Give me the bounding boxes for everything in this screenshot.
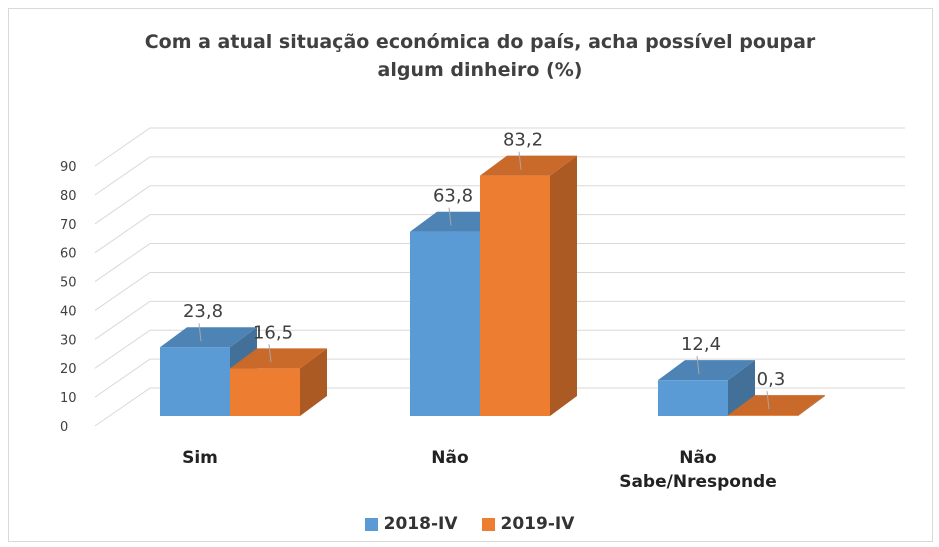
leader-line — [518, 151, 522, 170]
grid-line — [94, 300, 905, 340]
bar-front — [658, 380, 728, 416]
bar-side — [300, 348, 327, 416]
leader-line — [198, 323, 202, 342]
bar-top — [160, 327, 257, 348]
bar — [658, 360, 755, 416]
grid-line — [94, 214, 905, 254]
x-tick-label: Sim — [182, 448, 218, 468]
value-label: 16,5 — [253, 322, 293, 343]
bar-front — [728, 415, 798, 416]
grid-line — [94, 243, 905, 282]
leader-line — [448, 207, 452, 226]
chart-frame — [8, 8, 933, 542]
y-tick-label: 40 — [60, 304, 77, 319]
bar-front — [480, 175, 550, 416]
y-tick-label: 20 — [60, 362, 77, 377]
value-label: 12,4 — [681, 334, 721, 355]
legend-swatch — [364, 517, 378, 531]
legend-item: 2019-IV — [481, 514, 575, 534]
leader-line — [696, 356, 700, 375]
leader-line — [268, 344, 272, 363]
y-tick-label: 90 — [60, 160, 77, 175]
legend-label: 2019-IV — [500, 514, 575, 534]
bar-top — [728, 395, 825, 416]
value-label: 0,3 — [757, 369, 786, 390]
grid-line — [94, 387, 905, 427]
bar-front — [160, 347, 230, 416]
y-tick-label: 30 — [60, 333, 77, 348]
value-label: 83,2 — [503, 130, 543, 151]
legend-item: 2018-IV — [364, 514, 458, 534]
grid-line — [94, 329, 905, 369]
grid-line — [94, 127, 905, 167]
value-label: 63,8 — [433, 186, 473, 207]
bar-top — [658, 360, 755, 381]
y-tick-label: 10 — [60, 391, 77, 406]
y-tick-label: 50 — [60, 276, 77, 291]
bar-side — [550, 155, 577, 416]
bar — [728, 395, 825, 416]
grid-line — [94, 156, 905, 196]
y-tick-label: 60 — [60, 247, 77, 262]
y-tick-label: 70 — [60, 218, 77, 233]
bar-front — [410, 231, 480, 416]
grid-line — [94, 185, 905, 225]
legend: 2018-IV 2019-IV — [0, 514, 939, 534]
bar-side — [798, 395, 825, 416]
leader-line — [766, 391, 770, 410]
grid-line — [94, 358, 905, 398]
chart-title: Com a atual situação económica do país, … — [144, 31, 816, 81]
legend-label: 2018-IV — [383, 514, 458, 534]
bar-top — [480, 155, 577, 176]
x-tick-label: Não Sabe/Nresponde — [619, 448, 777, 492]
bar-top — [230, 348, 327, 369]
legend-swatch — [481, 517, 495, 531]
y-tick-label: 80 — [60, 189, 77, 204]
value-label: 23,8 — [183, 301, 223, 322]
grid-line — [94, 271, 905, 311]
y-tick-label: 0 — [60, 420, 68, 435]
bar — [480, 155, 577, 416]
bar-side — [728, 360, 755, 416]
bar-front — [230, 368, 300, 416]
bar — [230, 348, 327, 416]
x-tick-label: Não — [431, 448, 469, 468]
